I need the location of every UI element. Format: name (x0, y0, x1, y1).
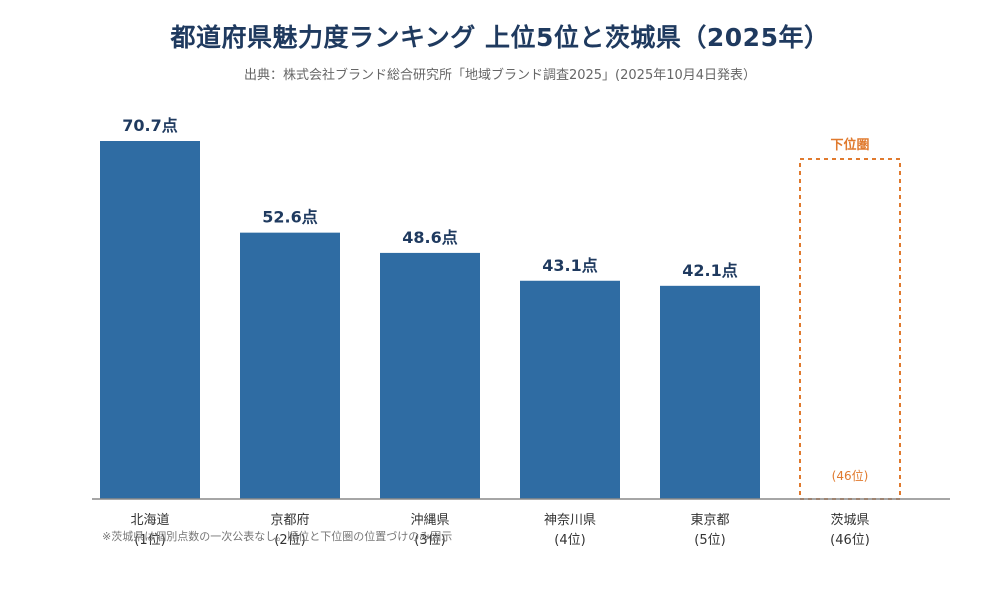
x-tick-label: 東京都 (690, 512, 729, 528)
data-label: 70.7点 (122, 116, 177, 135)
lower-tier-label: 下位圏 (830, 137, 869, 153)
bar (660, 285, 760, 499)
x-tick-rank-label: (4位) (554, 533, 585, 548)
x-tick-rank-label: (3位) (414, 533, 445, 548)
x-tick-rank-label: (46位) (830, 533, 870, 548)
x-tick-label: 茨城県 (830, 513, 869, 528)
x-tick-label: 神奈川県 (544, 513, 596, 528)
x-tick-rank-label: (5位) (694, 533, 725, 548)
x-tick-label: 北海道 (130, 513, 169, 528)
bar (380, 252, 480, 499)
bar (240, 232, 340, 500)
x-tick-label: 沖縄県 (410, 513, 449, 528)
data-label: 42.1点 (682, 261, 737, 280)
chart-subtitle: 出典：株式会社ブランド総合研究所「地域ブランド調査2025」(2025年10月4… (243, 68, 757, 83)
data-label: 48.6点 (402, 228, 457, 247)
x-tick-rank-label: (1位) (134, 533, 165, 548)
data-label: 52.6点 (262, 208, 317, 227)
data-label: 43.1点 (542, 256, 597, 275)
bar (100, 141, 200, 499)
placeholder-rank-label: (46位) (832, 468, 869, 483)
x-tick-label: 京都府 (270, 513, 309, 528)
bar (520, 280, 620, 499)
footnote: ※茨城県は個別点数の一次公表なし。順位と下位圏の位置づけのみ図示 (102, 530, 453, 543)
chart-title: 都道府県魅力度ランキング 上位5位と茨城県（2025年） (170, 23, 830, 52)
x-tick-rank-label: (2位) (274, 533, 305, 548)
lower-tier-placeholder-box (799, 158, 901, 500)
